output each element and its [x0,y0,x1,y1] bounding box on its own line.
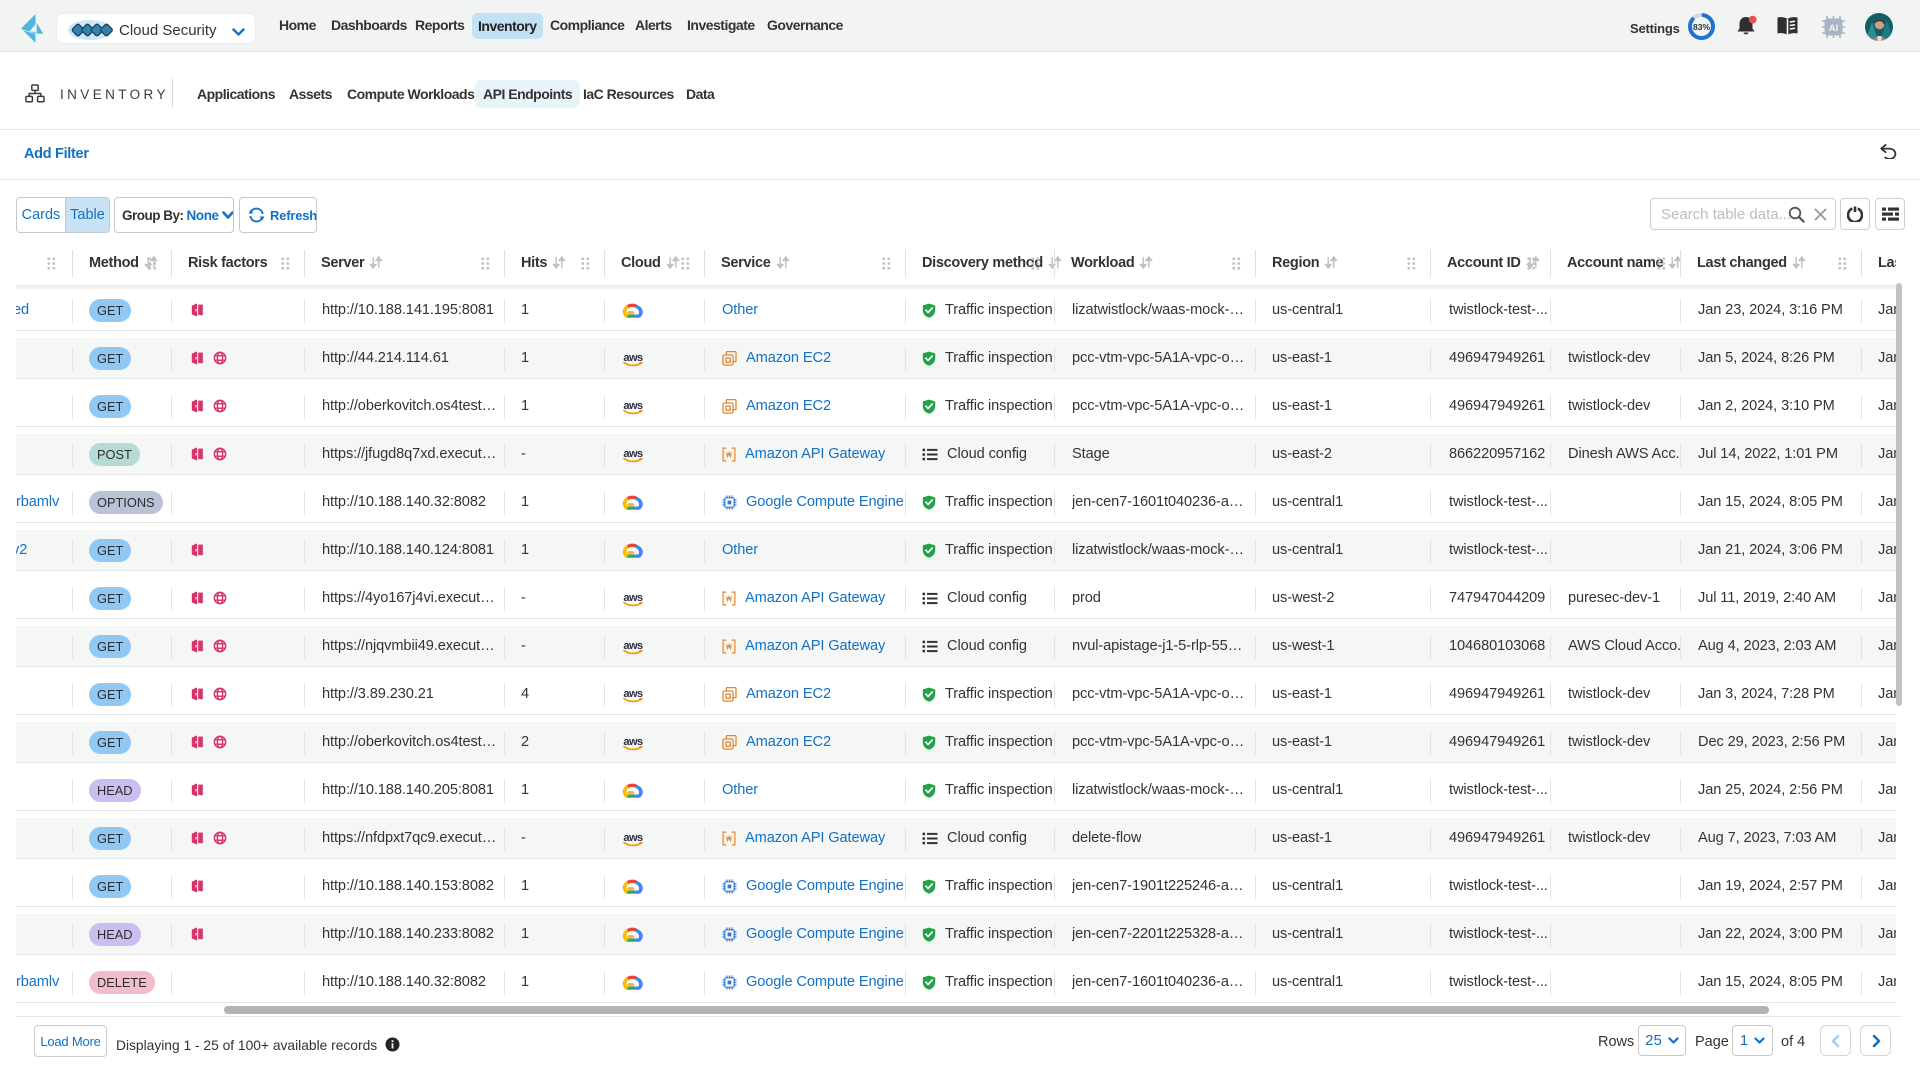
svg-text:aws: aws [623,736,643,748]
svg-text:83%: 83% [1693,22,1710,32]
svg-text:aws: aws [623,448,643,460]
svg-text:aws: aws [623,592,643,604]
svg-text:aws: aws [623,640,643,652]
svg-text:aws: aws [623,352,643,364]
svg-text:aws: aws [623,400,643,412]
svg-text:aws: aws [623,688,643,700]
svg-text:AI: AI [1829,23,1839,34]
svg-text:aws: aws [623,832,643,844]
